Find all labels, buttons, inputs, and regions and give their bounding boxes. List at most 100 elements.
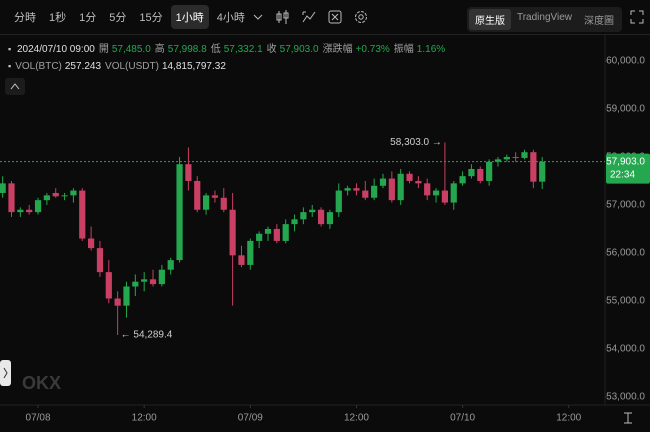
volume-label: VOL(USDT) — [105, 61, 159, 72]
candle-body — [539, 161, 546, 182]
candle-body — [149, 279, 157, 285]
interval-button[interactable]: 1分 — [79, 12, 97, 24]
candle-body — [432, 190, 440, 196]
x-tick-label: 12:00 — [132, 413, 157, 424]
dropdown-arrow[interactable] — [251, 12, 265, 22]
x-tick-label: 07/09 — [238, 413, 263, 424]
candle-body — [494, 159, 502, 162]
high-annotation: 58,303.0 → — [390, 137, 442, 148]
x-tick-label: 07/10 — [450, 413, 475, 424]
y-tick-label: 56,000.0 — [606, 248, 645, 259]
view-button[interactable]: 原生版 — [468, 9, 511, 30]
candle-body — [424, 183, 431, 196]
candle-body — [158, 269, 165, 285]
candle-body — [344, 188, 351, 191]
candle-body — [96, 248, 104, 273]
candle-body — [486, 161, 493, 181]
side-tab[interactable] — [0, 360, 11, 386]
candle-body — [379, 178, 387, 186]
x-tick-label: 12:00 — [344, 413, 369, 424]
interval-button[interactable]: 1秒 — [49, 12, 67, 24]
candle-body — [17, 209, 24, 213]
candle-body — [362, 190, 369, 198]
candle-body — [176, 164, 183, 261]
y-tick-label: 53,000.0 — [606, 391, 645, 402]
collapse-arrow — [10, 83, 20, 90]
ohlc-value: 57,332.1 — [223, 44, 263, 55]
candle-body — [388, 178, 395, 201]
y-tick-label: 57,000.0 — [606, 200, 645, 211]
view-button[interactable]: TradingView — [516, 12, 572, 23]
ohlc-label: 收 — [266, 44, 277, 55]
bar-time: 2024/07/10 09:00 — [16, 44, 95, 55]
candle-body — [309, 209, 316, 213]
interval-button[interactable]: 分時 — [14, 12, 36, 24]
candle-body — [52, 192, 59, 197]
candle-body — [8, 183, 15, 213]
collapse-button[interactable] — [5, 78, 25, 95]
watermark: OKX — [22, 373, 61, 393]
interval-button[interactable]: 5分 — [109, 12, 127, 24]
cursor-icon[interactable] — [624, 412, 632, 424]
candle-style-icon[interactable] — [275, 9, 291, 25]
candle-body — [353, 188, 360, 191]
ohlc-label: 開 — [98, 44, 109, 55]
view-switch: 原生版 TradingView 深度圖 — [466, 7, 622, 32]
ohlc-row: ▪ 2024/07/10 09:00 開 57,485.0 高 57,998.8 低 57,… — [8, 44, 446, 55]
y-tick-label: 55,000.0 — [606, 296, 645, 307]
candle-body — [114, 298, 121, 306]
volume-value: 257.243 — [64, 61, 102, 72]
candle-body — [459, 176, 466, 184]
ohlc-value: 57,485.0 — [111, 44, 151, 55]
candle-body — [291, 219, 298, 225]
interval-button[interactable]: 4小時 — [216, 12, 245, 24]
candle-body — [512, 156, 519, 158]
candle-body — [229, 209, 236, 256]
countdown-label: 22:34 — [610, 169, 635, 180]
ohlc-label: 低 — [210, 44, 221, 55]
candle-body — [326, 212, 334, 225]
indicator-icon[interactable] — [301, 9, 317, 25]
ohlc-value: +0.73% — [355, 44, 390, 55]
candle-body — [26, 209, 33, 213]
toolbar: 分時 1秒 1分 5分 15分 1小時 4小時 原生版 TradingView 深度圖 — [0, 0, 650, 35]
fullscreen-icon[interactable] — [630, 10, 644, 24]
ohlc-value: 1.16% — [416, 44, 446, 55]
candle-body — [441, 190, 449, 203]
candle-body — [123, 286, 130, 306]
y-tick-label: 59,000.0 — [606, 104, 645, 115]
candle-body — [141, 279, 148, 282]
candle-body — [406, 173, 413, 181]
view-button[interactable]: 深度圖 — [584, 16, 614, 27]
last-price-tag — [606, 153, 650, 184]
candle-body — [264, 228, 272, 234]
interval-button[interactable]: 15分 — [139, 12, 163, 24]
volume-value: 14,815,797.32 — [161, 61, 226, 72]
settings-icon[interactable] — [353, 9, 369, 25]
candle-body — [335, 190, 342, 213]
candle-body — [256, 233, 263, 241]
interval-list: 分時 1秒 1分 5分 15分 1小時 4小時 — [6, 5, 250, 29]
candle-body — [415, 180, 422, 184]
side-tab-arrow — [3, 367, 8, 379]
volume-label: VOL(BTC) — [15, 61, 62, 72]
candle-body — [70, 190, 77, 196]
candle-body — [450, 183, 457, 203]
last-price-label: 57,903.0 — [606, 156, 645, 167]
candle-body — [43, 195, 50, 201]
candle-body — [521, 152, 528, 158]
interval-button[interactable]: 1小時 — [170, 5, 209, 29]
candle-body — [397, 173, 404, 201]
candle-body — [105, 272, 112, 299]
ohlc-value: 57,903.0 — [279, 44, 319, 55]
drawing-icon[interactable] — [327, 9, 343, 25]
candle-body — [371, 185, 378, 198]
candle-body — [530, 152, 537, 182]
candle-body — [79, 190, 86, 239]
candle-body — [34, 200, 42, 213]
candle-body — [132, 281, 139, 287]
ohlc-label: 高 — [154, 44, 165, 55]
candle-body — [238, 255, 245, 265]
ohlc-label: 振幅 — [393, 44, 414, 55]
